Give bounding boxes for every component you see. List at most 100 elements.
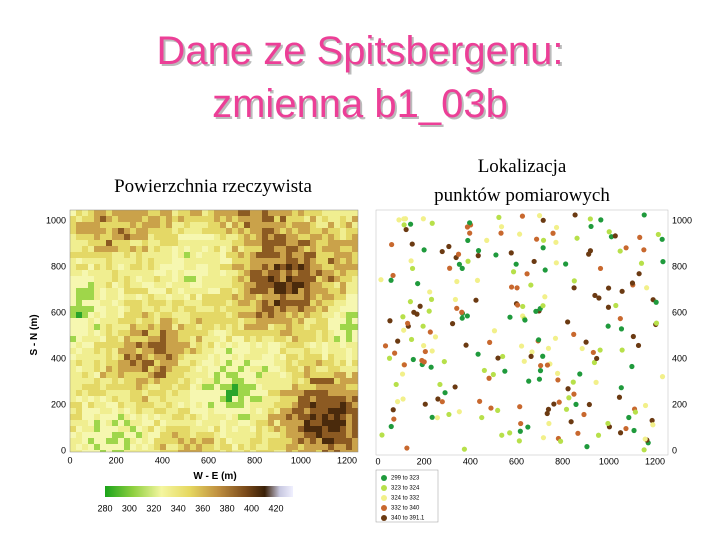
raster-cell — [262, 444, 268, 450]
raster-cell — [178, 258, 184, 264]
raster-cell — [346, 276, 352, 282]
raster-cell — [196, 366, 202, 372]
raster-cell — [166, 222, 172, 228]
sample-point — [517, 428, 523, 434]
raster-cell — [196, 264, 202, 270]
raster-cell — [166, 420, 172, 426]
raster-cell — [286, 438, 292, 444]
raster-cell — [238, 300, 244, 306]
raster-cell — [274, 270, 280, 276]
sample-point — [613, 302, 619, 309]
sample-point — [405, 320, 411, 326]
raster-cell — [76, 294, 82, 300]
sample-point — [590, 349, 596, 356]
raster-cell — [88, 294, 94, 300]
raster-cell — [190, 294, 196, 300]
raster-cell — [256, 372, 262, 378]
raster-cell — [166, 330, 172, 336]
raster-cell — [136, 246, 142, 252]
raster-cell — [160, 354, 166, 360]
raster-cell — [148, 246, 154, 252]
raster-cell — [322, 282, 328, 288]
raster-cell — [310, 354, 316, 360]
raster-cell — [130, 270, 136, 276]
raster-cell — [142, 366, 148, 372]
sample-point — [455, 251, 462, 257]
raster-cell — [346, 264, 352, 270]
raster-cell — [154, 342, 160, 348]
raster-cell — [154, 450, 160, 452]
raster-cell — [136, 276, 142, 282]
raster-cell — [304, 384, 310, 390]
raster-cell — [238, 366, 244, 372]
raster-cell — [340, 390, 346, 396]
raster-cell — [256, 228, 262, 234]
raster-cell — [172, 240, 178, 246]
raster-cell — [250, 234, 256, 240]
raster-cell — [244, 384, 250, 390]
raster-cell — [346, 432, 352, 438]
sample-point — [401, 362, 407, 368]
raster-cell — [154, 288, 160, 294]
sample-point — [565, 386, 571, 392]
raster-cell — [94, 258, 100, 264]
sample-point — [507, 314, 513, 320]
sample-point — [481, 367, 487, 374]
raster-cell — [334, 444, 340, 450]
raster-cell — [268, 390, 274, 396]
raster-cell — [100, 312, 106, 318]
raster-cell — [250, 294, 256, 300]
raster-cell — [340, 330, 346, 336]
raster-cell — [298, 240, 304, 246]
raster-cell — [322, 294, 328, 300]
raster-cell — [214, 276, 220, 282]
raster-cell — [214, 246, 220, 252]
raster-cell — [220, 228, 226, 234]
raster-cell — [130, 300, 136, 306]
raster-cell — [202, 354, 208, 360]
raster-cell — [316, 444, 322, 450]
y-tick-label: 600 — [672, 307, 687, 317]
raster-cell — [250, 210, 256, 216]
raster-cell — [88, 348, 94, 354]
sample-point — [390, 272, 396, 279]
raster-cell — [298, 294, 304, 300]
sample-point — [563, 406, 570, 412]
raster-cell — [172, 288, 178, 294]
raster-cell — [94, 306, 100, 312]
raster-cell — [94, 228, 100, 234]
raster-cell — [208, 288, 214, 294]
raster-cell — [256, 420, 262, 426]
raster-cell — [298, 270, 304, 276]
raster-cell — [196, 246, 202, 252]
raster-cell — [346, 210, 352, 216]
raster-cell — [334, 408, 340, 414]
raster-cell — [250, 366, 256, 372]
sample-point — [427, 329, 433, 335]
raster-cell — [292, 444, 298, 450]
raster-cell — [220, 390, 226, 396]
raster-cell — [208, 210, 214, 216]
raster-cell — [202, 276, 208, 282]
raster-cell — [286, 210, 292, 216]
raster-cell — [262, 354, 268, 360]
raster-cell — [286, 372, 292, 378]
raster-cell — [340, 216, 346, 222]
raster-cell — [298, 426, 304, 432]
raster-cell — [286, 282, 292, 288]
sample-point — [428, 296, 435, 302]
raster-cell — [154, 426, 160, 432]
raster-cell — [136, 312, 142, 318]
raster-cell — [316, 318, 322, 324]
raster-cell — [280, 246, 286, 252]
raster-cell — [244, 390, 250, 396]
raster-cell — [304, 270, 310, 276]
raster-cell — [292, 264, 298, 270]
raster-cell — [208, 222, 214, 228]
raster-cell — [352, 414, 358, 420]
raster-cell — [310, 318, 316, 324]
raster-cell — [196, 210, 202, 216]
raster-cell — [76, 246, 82, 252]
raster-cell — [160, 234, 166, 240]
raster-cell — [100, 264, 106, 270]
